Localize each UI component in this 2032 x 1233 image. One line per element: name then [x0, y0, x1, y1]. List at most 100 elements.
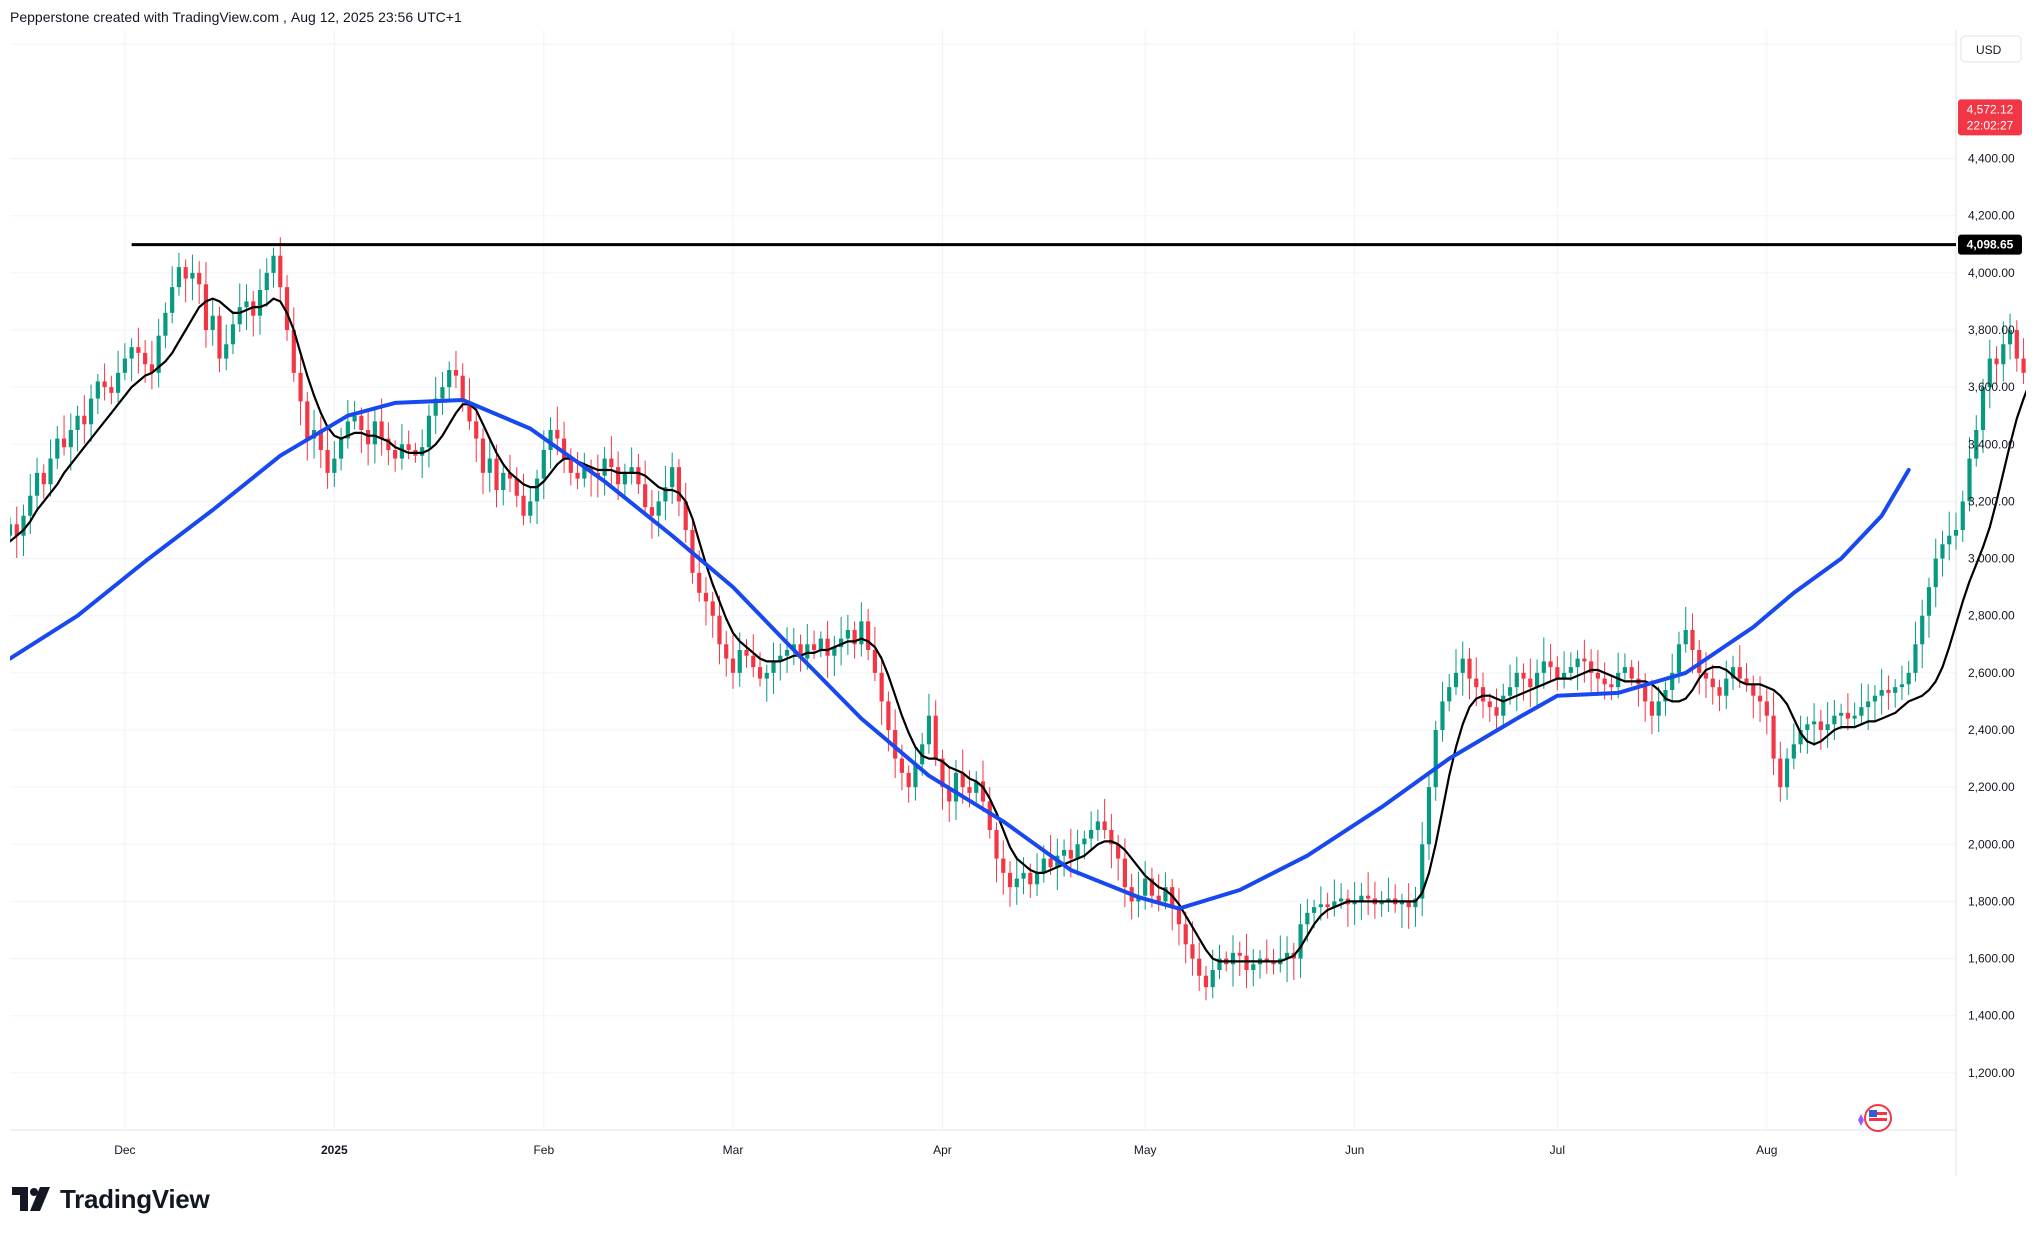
candle [561, 421, 567, 474]
candle [2014, 320, 2019, 372]
candle [61, 415, 67, 456]
currency-label: USD [1976, 43, 2002, 57]
candle [514, 467, 519, 508]
candle [1710, 664, 1715, 705]
candle [1778, 741, 1783, 802]
candle [170, 266, 175, 324]
candle [116, 350, 121, 403]
candle [717, 595, 722, 665]
candle [129, 338, 134, 382]
candle [1622, 653, 1628, 682]
candle [859, 602, 864, 657]
candle [1805, 716, 1810, 754]
candle [251, 290, 256, 337]
candle [359, 407, 364, 454]
candle [1156, 874, 1161, 912]
candle [1453, 649, 1459, 695]
candle [1298, 903, 1303, 978]
candle [784, 627, 790, 673]
candle [926, 693, 932, 754]
candle [318, 416, 323, 468]
candle [1730, 655, 1736, 690]
candle [183, 259, 188, 303]
candle [1001, 840, 1006, 895]
candle [1007, 861, 1013, 907]
timestamp-text: Aug 12, 2025 23:56 UTC+1 [290, 9, 462, 25]
candle [1656, 686, 1661, 732]
candle [393, 440, 398, 472]
candle [325, 426, 330, 489]
ma-slow-line [8, 398, 1911, 911]
candle [426, 404, 432, 468]
candle [1994, 346, 1999, 384]
candle [1406, 883, 1411, 929]
candle [1953, 512, 1959, 550]
candle [1744, 663, 1749, 692]
candle [203, 262, 209, 348]
candle [1548, 644, 1553, 682]
candle [1075, 829, 1080, 876]
candle [1690, 613, 1695, 674]
candle [771, 642, 776, 694]
candle [1920, 599, 1925, 669]
time-axis[interactable]: Dec 2025 Feb Mar Apr May Jun Jul Aug [114, 1143, 1777, 1157]
candle [1595, 650, 1600, 696]
y-tick-label: 2,800.00 [1968, 609, 2015, 623]
candle [1203, 966, 1209, 1001]
flag-icon[interactable] [1858, 1104, 1892, 1132]
candle [338, 427, 344, 471]
candle [176, 252, 182, 296]
candle [724, 630, 729, 677]
candle [271, 247, 276, 288]
candle [136, 327, 141, 374]
candle [68, 413, 73, 471]
y-tick-label: 1,200.00 [1968, 1066, 2015, 1080]
candle [1116, 834, 1121, 881]
candle [906, 765, 911, 803]
tradingview-logo[interactable]: TradingView [12, 1182, 210, 1216]
candle [1440, 681, 1445, 742]
x-tick-label: Apr [933, 1143, 952, 1157]
candle [474, 404, 479, 462]
candle [1541, 637, 1546, 689]
x-tick-label: Jul [1550, 1143, 1565, 1157]
candle [217, 306, 222, 373]
candle [1420, 822, 1425, 917]
candle [582, 452, 587, 488]
candle [501, 465, 506, 506]
candle [1967, 437, 1972, 512]
candle [406, 430, 411, 460]
candle [609, 436, 614, 485]
candle [1447, 674, 1452, 712]
candle [521, 473, 526, 526]
candle [1325, 892, 1330, 919]
candle [1616, 652, 1621, 699]
candle [1852, 702, 1857, 729]
x-tick-label: Mar [723, 1143, 744, 1157]
candle [872, 626, 877, 682]
candle [1534, 659, 1540, 706]
candle [676, 459, 682, 517]
currency-badge[interactable]: USD [1960, 35, 2022, 63]
candle [1791, 723, 1796, 770]
price-chart[interactable]: 1,200.00 1,400.00 1,600.00 1,800.00 2,000.00… [7, 30, 2032, 1176]
y-tick-label: 3,400.00 [1968, 437, 2015, 451]
candle [649, 490, 655, 539]
candle [703, 576, 709, 626]
candle [879, 656, 884, 725]
candle [1859, 683, 1864, 724]
candle [1197, 942, 1202, 991]
candle [1947, 511, 1952, 561]
level-price-label: 4,098.65 [1967, 238, 2014, 252]
candle [1575, 650, 1580, 691]
last-price-tag: 4,572.12 22:02:27 [1958, 99, 2022, 136]
candle [1521, 663, 1526, 701]
x-tick-label: Feb [533, 1143, 554, 1157]
candle [1771, 692, 1776, 776]
level-price-tag: 4,098.65 [1958, 234, 2022, 255]
candle [332, 441, 337, 487]
candle [656, 490, 661, 537]
candle [1379, 891, 1384, 917]
chart-frame[interactable]: 1,200.00 1,400.00 1,600.00 1,800.00 2,000.00… [7, 30, 2032, 1176]
candle [298, 356, 303, 426]
